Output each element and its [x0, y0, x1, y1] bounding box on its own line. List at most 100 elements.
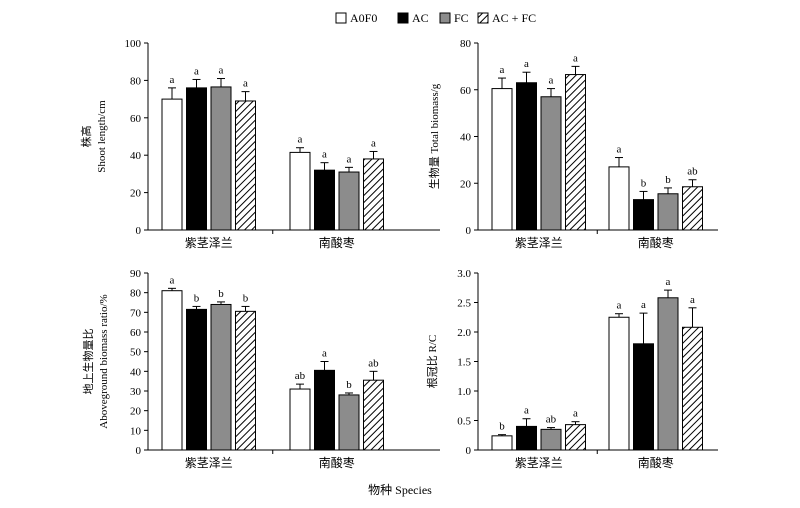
significance-letter: a	[347, 153, 352, 165]
category-label: 南酸枣	[638, 455, 674, 470]
significance-letter: a	[666, 276, 671, 288]
bar	[682, 326, 703, 451]
bar	[491, 435, 513, 451]
y-tick-label: 40	[460, 132, 472, 144]
y-tick-label: 0	[136, 225, 142, 237]
category-label: 南酸枣	[319, 235, 355, 250]
y-tick-label: 1.5	[457, 357, 471, 369]
y-tick-label: 10	[130, 425, 142, 437]
y-tick-label: 1.0	[457, 386, 471, 398]
significance-letter: a	[573, 408, 578, 420]
y-tick-label: 80	[130, 75, 142, 87]
significance-letter: a	[690, 294, 695, 306]
y-axis-label-cn: 株高	[79, 126, 93, 148]
bar	[186, 87, 207, 231]
significance-letter: a	[170, 274, 175, 286]
legend-swatch-ac	[397, 12, 409, 24]
significance-letter: a	[524, 58, 529, 70]
bar	[565, 74, 586, 231]
y-axis-label-cn: 地上生物量比	[81, 329, 95, 395]
y-axis-label-en: Aboveground biomass ratio/%	[98, 294, 110, 428]
legend-swatch-ac-fc	[477, 12, 489, 24]
significance-letter: a	[524, 405, 529, 417]
y-tick-label: 40	[130, 366, 142, 378]
significance-letter: b	[641, 177, 647, 189]
bar	[633, 343, 654, 451]
legend-label-ac-fc: AC + FC	[492, 11, 536, 25]
category-label: 紫茎泽兰	[515, 456, 563, 470]
y-tick-label: 2.0	[457, 327, 471, 339]
significance-letter: a	[243, 78, 248, 90]
y-tick-label: 70	[130, 307, 142, 319]
y-tick-label: 90	[130, 268, 142, 280]
y-tick-label: 100	[125, 38, 142, 50]
y-tick-label: 2.5	[457, 298, 471, 310]
bar	[608, 316, 630, 451]
y-tick-label: 80	[460, 38, 472, 50]
y-tick-label: 0	[136, 445, 142, 457]
significance-letter: a	[617, 300, 622, 312]
y-tick-label: 60	[460, 85, 472, 97]
significance-letter: a	[194, 65, 199, 77]
y-tick-label: 0	[466, 225, 472, 237]
significance-letter: a	[500, 64, 505, 76]
significance-letter: a	[322, 149, 327, 161]
significance-letter: b	[499, 421, 505, 433]
y-tick-label: 60	[130, 113, 142, 125]
y-tick-label: 20	[130, 406, 142, 418]
bar	[657, 297, 679, 451]
legend-label-ac: AC	[412, 11, 429, 25]
significance-letter: a	[371, 137, 376, 149]
bar	[657, 193, 679, 231]
legend-label-a0f0: A0F0	[350, 11, 377, 25]
significance-letter: a	[549, 75, 554, 87]
legend-label-fc: FC	[454, 11, 469, 25]
y-tick-label: 80	[130, 288, 142, 300]
significance-letter: b	[243, 292, 249, 304]
panel-root-shoot-ratio: 0 0.5 1.0 1.5 2.0 2.5 3.0 根冠比 R/C 紫茎泽兰 南酸枣 b a a a ab a…	[425, 268, 718, 470]
significance-letter: a	[170, 74, 175, 86]
bar	[235, 310, 256, 451]
bar	[235, 100, 256, 231]
x-axis-label: 物种 Species	[368, 483, 432, 497]
category-label: 南酸枣	[638, 235, 674, 250]
bar	[210, 303, 232, 451]
bar	[363, 158, 384, 231]
bar	[682, 186, 703, 231]
y-tick-label: 30	[130, 386, 142, 398]
bar	[161, 98, 183, 231]
y-tick-label: 0	[466, 445, 472, 457]
bar	[540, 96, 562, 231]
y-tick-label: 3.0	[457, 268, 471, 280]
legend: A0F0 AC FC AC + FC	[335, 11, 536, 25]
significance-letter: a	[298, 134, 303, 146]
significance-letter: ab	[687, 166, 698, 178]
significance-letter: b	[194, 292, 200, 304]
bar	[161, 290, 183, 451]
significance-letter: ab	[368, 357, 379, 369]
y-tick-label: 0.5	[457, 416, 471, 428]
significance-letter: ab	[295, 370, 306, 382]
bar	[289, 151, 311, 231]
category-label: 紫茎泽兰	[515, 236, 563, 250]
y-axis-label-cn: 生物量 Total biomass/g	[427, 83, 441, 189]
legend-swatch-fc	[439, 12, 451, 24]
y-tick-label: 50	[130, 347, 142, 359]
bar	[338, 171, 360, 231]
category-label: 紫茎泽兰	[185, 456, 233, 470]
significance-letter: a	[219, 65, 224, 77]
bar	[338, 394, 360, 451]
bar	[540, 428, 562, 451]
legend-swatch-a0f0	[335, 12, 347, 24]
bar	[314, 369, 335, 451]
bar	[363, 379, 384, 451]
significance-letter: a	[573, 52, 578, 64]
bar	[491, 88, 513, 231]
bar	[565, 424, 586, 451]
y-axis-label-en: Shoot length/cm	[96, 100, 108, 173]
bar	[633, 199, 654, 231]
bar	[608, 166, 630, 231]
y-tick-label: 20	[460, 178, 472, 190]
